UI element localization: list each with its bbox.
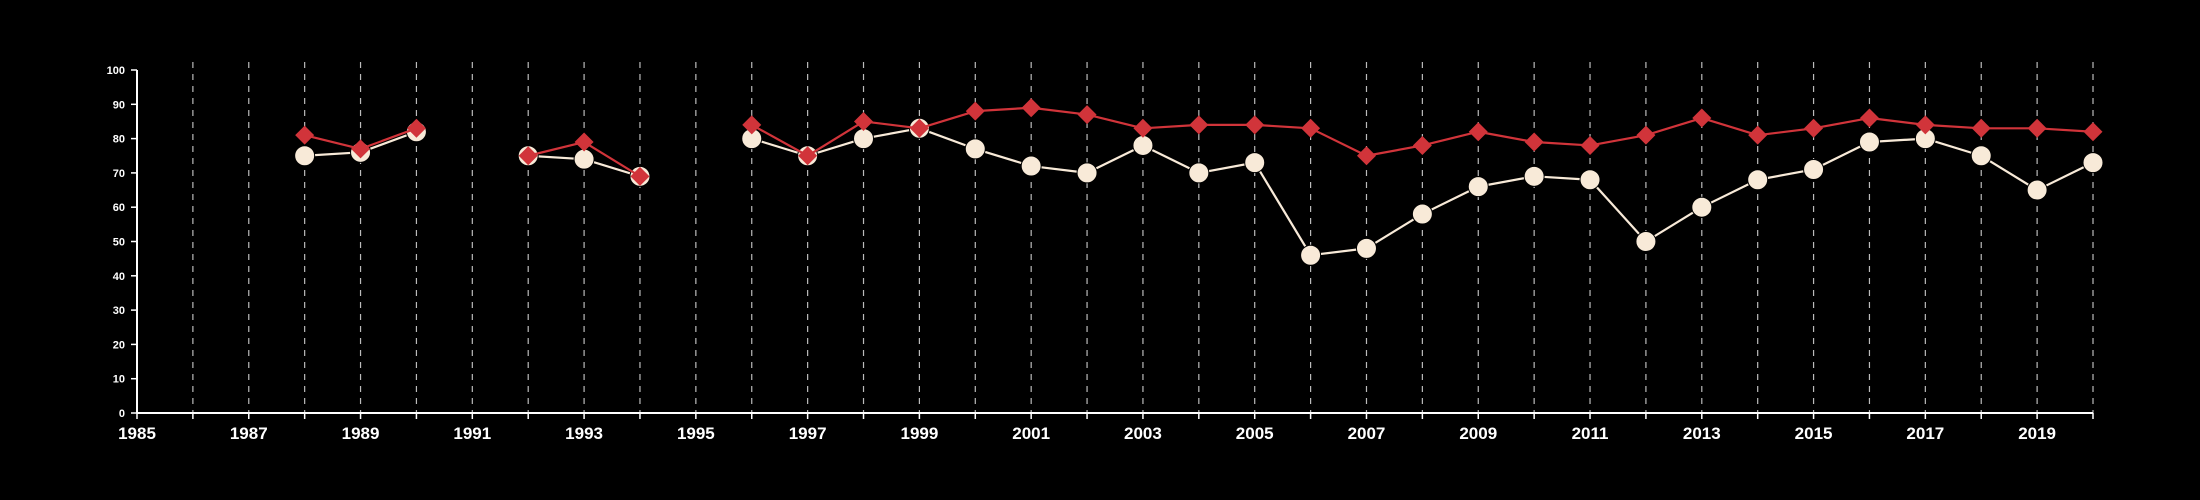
data-point-diamond-2005 [1245, 115, 1265, 135]
data-point-diamond-2007 [1356, 146, 1376, 166]
x-tick-label: 1997 [789, 424, 827, 443]
data-point-circle-1988 [294, 145, 316, 167]
y-tick-label: 0 [119, 408, 125, 420]
x-tick-label: 1985 [118, 424, 156, 443]
x-tick-label: 2017 [1906, 424, 1944, 443]
data-point-circle-2009 [1467, 176, 1489, 198]
data-point-diamond-2001 [1021, 98, 1041, 118]
x-tick-label: 1987 [230, 424, 268, 443]
data-point-circle-2016 [1858, 131, 1880, 153]
data-point-diamond-2010 [1524, 132, 1544, 152]
data-point-circle-2020 [2082, 152, 2104, 174]
x-tick-label: 2003 [1124, 424, 1162, 443]
x-tick-label: 2009 [1459, 424, 1497, 443]
data-point-circle-2018 [1970, 145, 1992, 167]
y-tick-label: 100 [107, 65, 125, 77]
x-tick-label: 1999 [900, 424, 938, 443]
data-point-circle-2019 [2026, 179, 2048, 201]
series-layer [294, 98, 2104, 266]
data-point-diamond-2017 [1915, 115, 1935, 135]
y-tick-label: 90 [113, 99, 125, 111]
x-tick-label: 2001 [1012, 424, 1050, 443]
data-point-circle-2006 [1300, 244, 1322, 266]
y-tick-label: 20 [113, 339, 125, 351]
series-diamond [295, 98, 2103, 186]
data-point-circle-2010 [1523, 165, 1545, 187]
data-point-circle-2013 [1691, 196, 1713, 218]
data-point-circle-2002 [1076, 162, 1098, 184]
data-point-circle-2011 [1579, 169, 1601, 191]
x-tick-label: 2013 [1683, 424, 1721, 443]
data-point-diamond-1997 [798, 146, 818, 166]
data-point-diamond-2016 [1859, 108, 1879, 128]
data-point-circle-2005 [1244, 152, 1266, 174]
x-tick-label: 1993 [565, 424, 603, 443]
data-point-diamond-2014 [1748, 125, 1768, 145]
data-point-circle-2014 [1747, 169, 1769, 191]
grid-layer [192, 62, 2094, 413]
data-point-diamond-2008 [1412, 135, 1432, 155]
data-point-circle-2001 [1020, 155, 1042, 177]
data-point-diamond-2004 [1189, 115, 1209, 135]
data-point-circle-2007 [1355, 237, 1377, 259]
data-point-diamond-2000 [965, 101, 985, 121]
data-point-diamond-2003 [1133, 118, 1153, 138]
data-point-circle-1998 [853, 128, 875, 150]
data-point-diamond-1988 [295, 125, 315, 145]
x-tick-label: 2011 [1572, 424, 1609, 443]
data-point-diamond-2012 [1636, 125, 1656, 145]
x-tick-label: 2005 [1236, 424, 1274, 443]
y-tick-label: 30 [113, 305, 125, 317]
data-point-diamond-1989 [351, 139, 371, 159]
series-circle [294, 117, 2104, 266]
y-tick-label: 60 [113, 202, 125, 214]
data-point-diamond-1999 [909, 118, 929, 138]
data-point-diamond-1990 [406, 118, 426, 138]
data-point-diamond-2006 [1301, 118, 1321, 138]
data-point-diamond-2020 [2083, 122, 2103, 142]
x-tick-label: 1989 [342, 424, 380, 443]
data-point-diamond-1993 [574, 132, 594, 152]
data-point-diamond-1998 [854, 111, 874, 131]
data-point-diamond-1994 [630, 166, 650, 186]
data-point-diamond-2013 [1692, 108, 1712, 128]
data-point-circle-2015 [1803, 158, 1825, 180]
y-tick-label: 10 [113, 374, 125, 386]
data-point-circle-2012 [1635, 231, 1657, 252]
data-point-diamond-2019 [2027, 118, 2047, 138]
axes: 0 10 20 30 40 50 60 70 80 90 100 1985 1987 1989 1991 19… [107, 65, 2094, 443]
data-point-diamond-1992 [518, 146, 538, 166]
x-tick-label: 1991 [453, 424, 491, 443]
data-point-diamond-2009 [1468, 122, 1488, 142]
data-point-diamond-1996 [742, 115, 762, 135]
data-point-circle-2000 [964, 138, 986, 160]
y-tick-label: 50 [113, 237, 125, 249]
data-point-diamond-2018 [1971, 118, 1991, 138]
x-tick-label: 2019 [2018, 424, 2056, 443]
x-tick-label: 2007 [1348, 424, 1386, 443]
data-point-circle-2003 [1132, 134, 1154, 156]
data-point-circle-2008 [1411, 203, 1433, 225]
data-point-circle-2004 [1188, 162, 1210, 184]
y-tick-label: 70 [113, 168, 125, 180]
data-point-diamond-2002 [1077, 105, 1097, 125]
data-point-diamond-2015 [1804, 118, 1824, 138]
y-tick-label: 80 [113, 134, 125, 146]
data-point-circle-1993 [573, 148, 595, 170]
x-tick-label: 1995 [677, 424, 715, 443]
data-point-diamond-2011 [1580, 135, 1600, 155]
x-tick-label: 2015 [1795, 424, 1833, 443]
y-tick-label: 40 [113, 271, 125, 283]
